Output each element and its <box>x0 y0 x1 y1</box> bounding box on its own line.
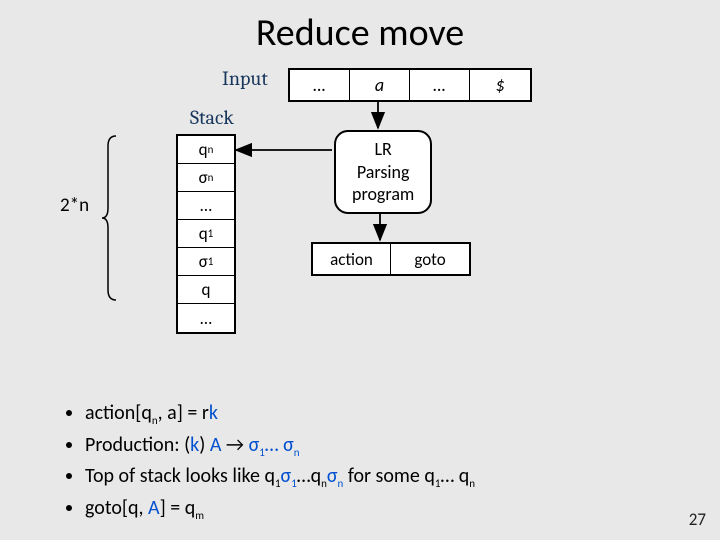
stack-cell: q <box>178 276 234 304</box>
input-cell: … <box>290 70 350 100</box>
stack-cell: σn <box>178 164 234 192</box>
input-label: Input <box>222 67 268 90</box>
goto-table-label: goto <box>391 244 469 274</box>
bullet-list: action[qn, a] = rkProduction: (k) A → σ1… <box>65 398 475 524</box>
stack-label: Stack <box>190 106 234 129</box>
slide-title: Reduce move <box>0 0 720 56</box>
action-table-label: action <box>313 244 391 274</box>
stack-cell: q1 <box>178 220 234 248</box>
parse-tables: action goto <box>311 242 471 276</box>
input-cell: a <box>350 70 410 100</box>
slide-number: 27 <box>689 509 706 530</box>
stack-column: qnσn…q1σ1q… <box>176 134 236 334</box>
stack-cell: qn <box>178 136 234 164</box>
bullet-item: Production: (k) A → σ1… σn <box>85 430 475 462</box>
bullet-item: Top of stack looks like q1σ1…qnσn for so… <box>85 461 475 493</box>
parser-box: LRParsingprogram <box>334 130 432 214</box>
bullet-item: action[qn, a] = rk <box>85 398 475 430</box>
stack-cell: … <box>178 304 234 332</box>
input-tape: …a…$ <box>288 68 532 102</box>
input-cell: $ <box>470 70 530 100</box>
bullet-item: goto[q, A] = qm <box>85 493 475 525</box>
input-cell: … <box>410 70 470 100</box>
stack-cell: σ1 <box>178 248 234 276</box>
stack-cell: … <box>178 192 234 220</box>
stack-size-label: 2*n <box>60 194 89 217</box>
